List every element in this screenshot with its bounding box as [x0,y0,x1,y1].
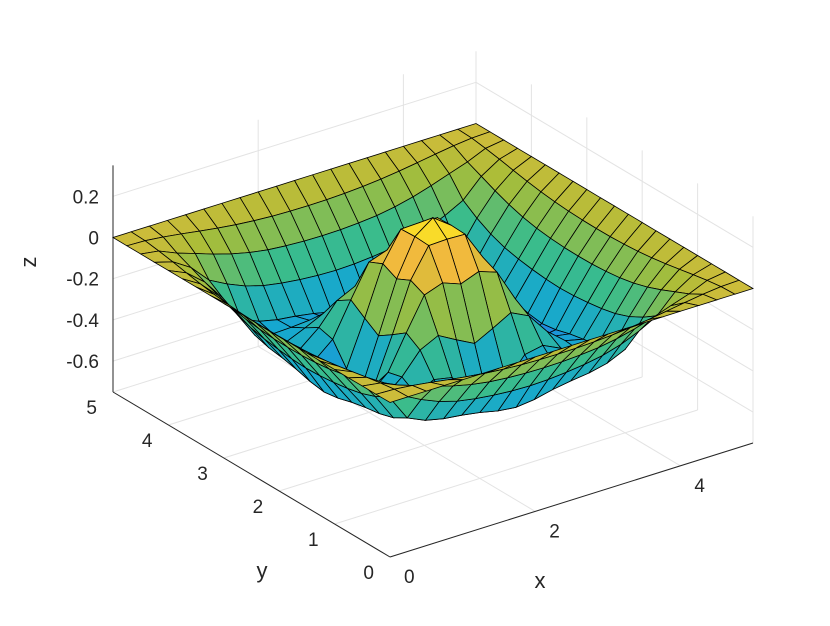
z-tick-label: -0.2 [66,270,99,291]
axes [112,165,754,558]
y-tick-label: 2 [253,497,264,518]
grid-line-y [334,409,698,525]
z-tick-label: -0.6 [66,352,99,373]
y-tick-label: 1 [308,530,319,551]
x-tick-label: 0 [404,567,415,588]
x-axis-label: x [535,568,546,593]
y-tick-label: 0 [363,563,374,584]
grid-line-z [475,81,754,248]
x-axis-line [389,442,754,558]
z-tick-label: -0.4 [66,311,99,332]
y-tick-label: 5 [86,398,97,419]
y-tick-label: 3 [197,464,208,485]
z-tick-label: 0 [88,229,99,250]
surface-patch [375,388,410,403]
surface-plot [112,123,754,421]
grid-line-z [112,81,477,197]
y-axis-label: y [257,558,268,583]
x-tick-label: 4 [694,476,705,497]
y-axis-line [112,391,391,558]
tick-labels: 0.2 0 -0.2 -0.4 -0.6 0 1 2 3 4 5 0 2 4 [66,187,705,588]
x-tick-label: 2 [549,521,560,542]
z-tick-label: 0.2 [73,187,99,208]
z-axis-label: z [16,257,41,268]
y-tick-label: 4 [142,431,153,452]
grid-line-y [279,376,643,492]
